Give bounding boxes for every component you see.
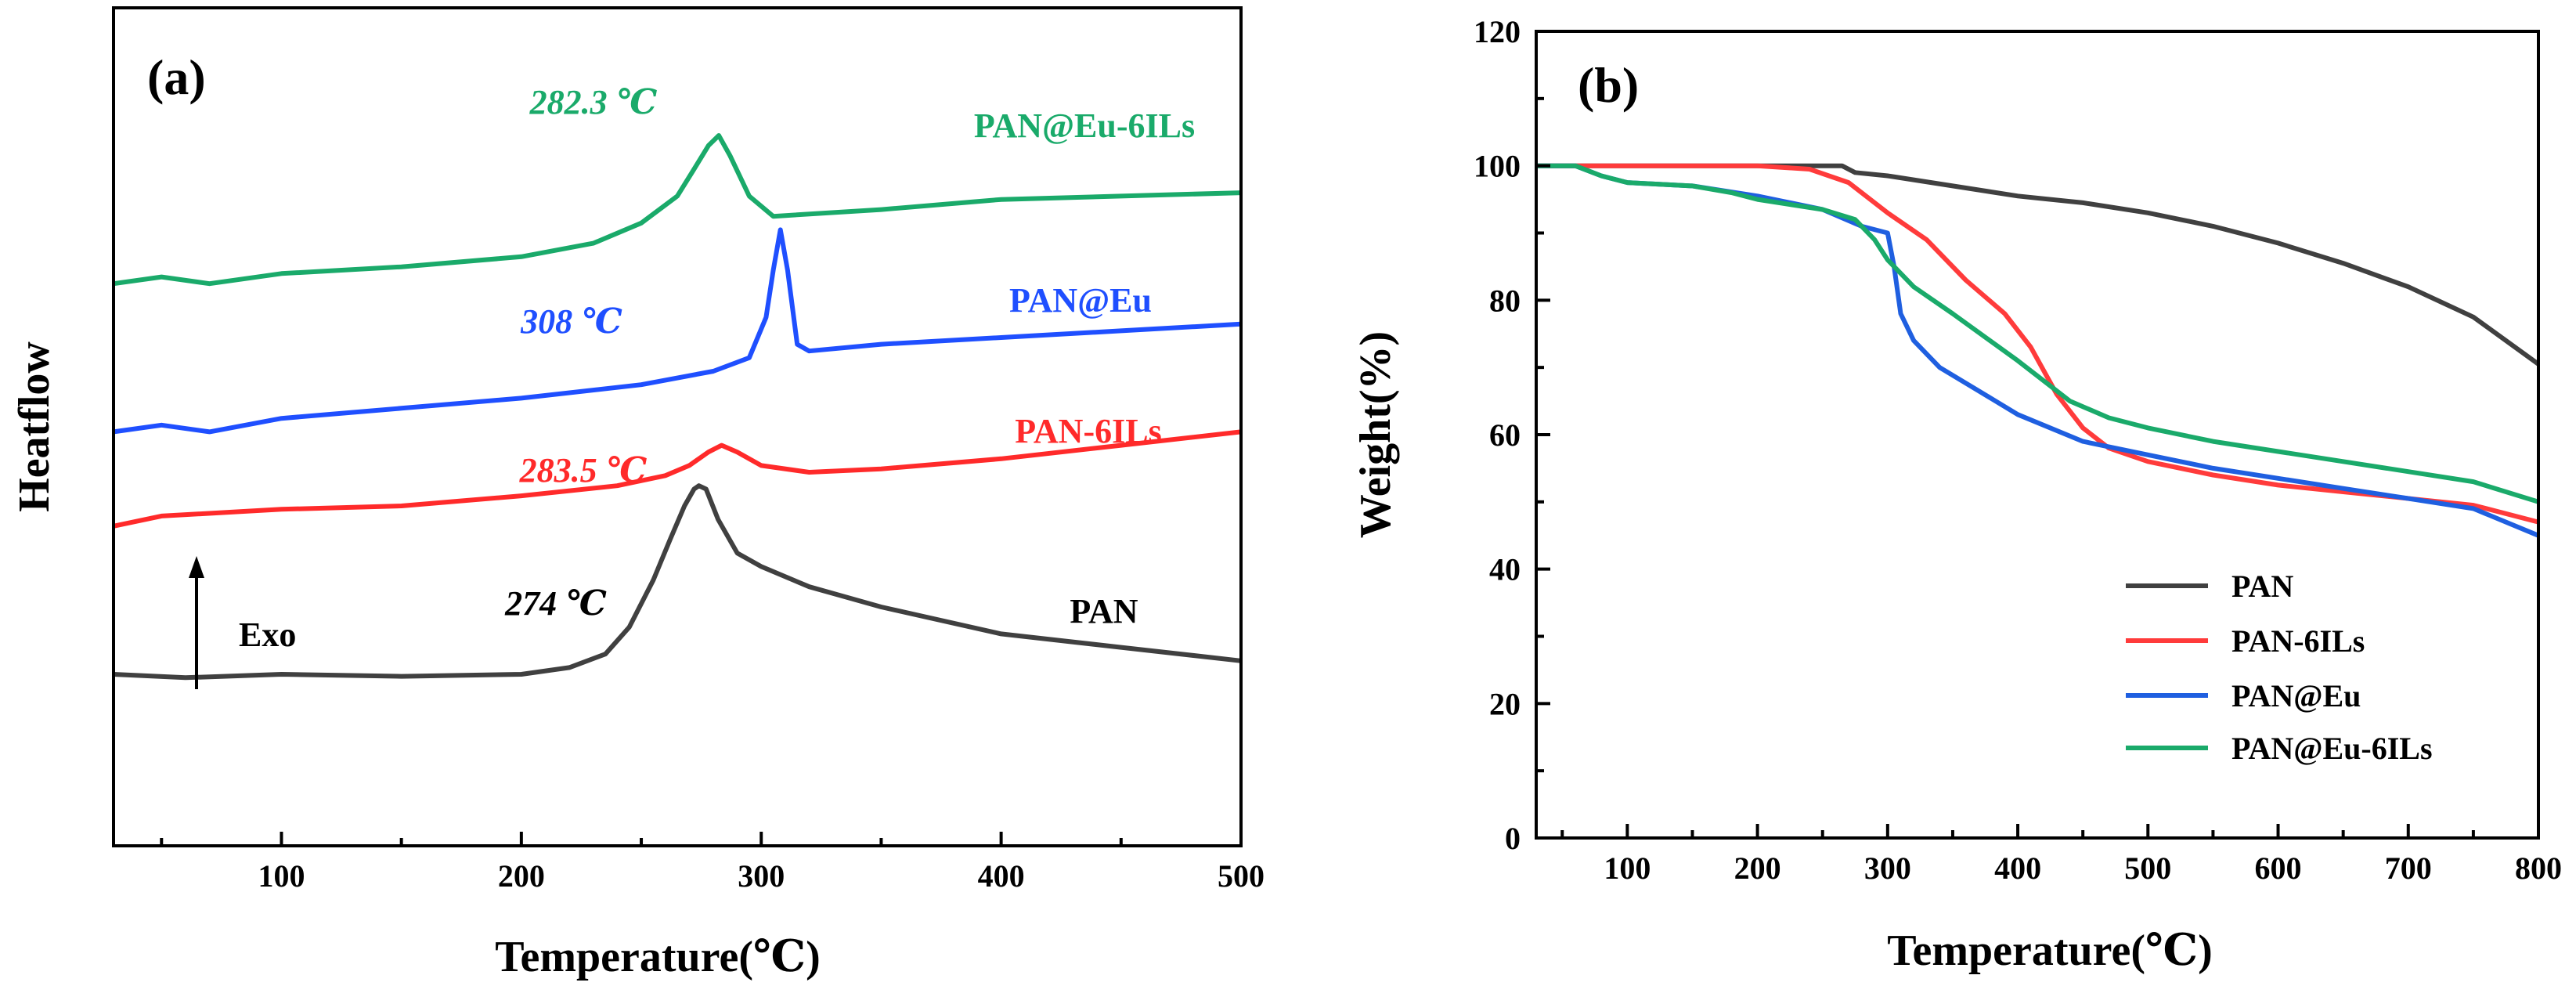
- x-tick-label-a: 500: [1218, 858, 1265, 894]
- x-tick-label-b: 300: [1864, 851, 1911, 886]
- y-tick-label-b: 0: [1505, 821, 1521, 856]
- series-name-pan-6ils: PAN-6ILs: [1015, 412, 1161, 450]
- x-tick-label-a: 400: [978, 858, 1025, 894]
- tga-line-pan-eu-6ils: [1536, 163, 2539, 504]
- y-tick-label-b: 20: [1489, 686, 1521, 721]
- dsc-line-pan-eu-6ils: [113, 133, 1242, 287]
- y-tick-label-b: 100: [1474, 149, 1521, 184]
- peak-annotation-pan: 274 ℃: [504, 584, 607, 623]
- x-tick-label-a: 200: [498, 858, 545, 894]
- plot-frame-b: [1535, 30, 2540, 840]
- x-tick-label-b: 500: [2124, 851, 2171, 886]
- dsc-line-pan-eu: [113, 227, 1242, 435]
- plot-frame-a: [112, 6, 1243, 847]
- peak-annotation-pan-eu-6ils: 282.3 ℃: [529, 83, 658, 121]
- x-tick-label-b: 400: [1994, 851, 2041, 886]
- x-ticks-a: 100 200 300 400 500: [160, 832, 1265, 894]
- tga-line-pan-6ils: [1536, 163, 2539, 525]
- series-name-pan-eu: PAN@Eu: [1009, 281, 1152, 320]
- legend: PAN PAN-6ILs PAN@Eu PAN@Eu-6ILs: [2126, 569, 2433, 766]
- x-tick-label-b: 700: [2385, 851, 2432, 886]
- tga-line-pan: [1536, 163, 2540, 367]
- x-tick-label-b: 100: [1604, 851, 1651, 886]
- y-axis-title-a: Heatflow: [10, 341, 59, 512]
- dsc-line-pan: [113, 483, 1242, 681]
- peak-annotation-pan-6ils: 283.5 ℃: [519, 451, 648, 489]
- peak-annotation-pan-eu: 308 ℃: [520, 302, 622, 341]
- x-tick-label-b: 800: [2515, 851, 2562, 886]
- panel-label-b: (b): [1578, 57, 1639, 113]
- tga-line-pan-eu: [1536, 163, 2540, 538]
- tga-series-group: [1536, 163, 2540, 538]
- y-tick-label-b: 120: [1474, 14, 1521, 49]
- x-axis-title-b: Temperature(℃): [1887, 926, 2212, 975]
- y-tick-label-b: 40: [1489, 552, 1521, 587]
- tga-chart-panel: (b) 100 200 300 400 500 600 700 800 0 20 40 60 80 10…: [1351, 14, 2562, 975]
- x-tick-label-b: 200: [1734, 851, 1781, 886]
- legend-label-pan-6ils: PAN-6ILs: [2231, 623, 2365, 659]
- x-tick-label-a: 100: [258, 858, 305, 894]
- exo-indicator: Exo: [189, 556, 296, 689]
- exo-arrow-head: [189, 556, 204, 578]
- x-axis-title-a: Temperature(℃): [495, 933, 820, 981]
- exo-label: Exo: [239, 616, 296, 654]
- series-name-pan: PAN: [1070, 592, 1138, 630]
- y-axis-title-b: Weight(%): [1351, 331, 1400, 538]
- y-tick-label-b: 60: [1489, 417, 1521, 453]
- x-tick-label-b: 600: [2255, 851, 2302, 886]
- dsc-series-group: [113, 133, 1242, 681]
- x-tick-label-a: 300: [738, 858, 785, 894]
- x-ticks-b: 100 200 300 400 500 600 700 800: [1560, 824, 2562, 886]
- y-tick-label-b: 80: [1489, 283, 1521, 318]
- dsc-line-pan-6ils: [113, 429, 1242, 529]
- legend-label-pan-eu-6ils: PAN@Eu-6ILs: [2231, 731, 2433, 766]
- dsc-chart-panel: (a) 100 200 300 400 500 Exo PAN PAN-6ILs PAN…: [10, 6, 1265, 981]
- legend-label-pan-eu: PAN@Eu: [2231, 678, 2361, 713]
- panel-label-a: (a): [147, 49, 206, 105]
- y-ticks-b: 0 20 40 60 80 100 120: [1474, 14, 1550, 856]
- series-name-pan-eu-6ils: PAN@Eu-6ILs: [974, 107, 1195, 145]
- legend-label-pan: PAN: [2231, 569, 2293, 604]
